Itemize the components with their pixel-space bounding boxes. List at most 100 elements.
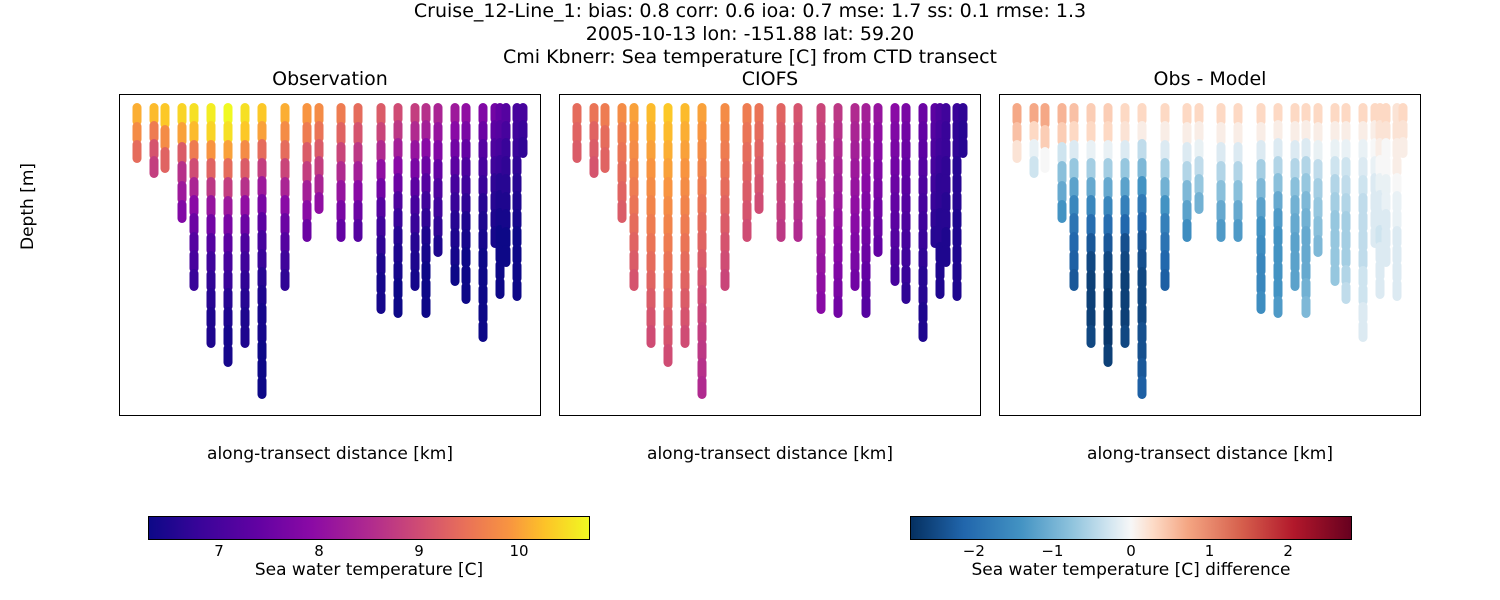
- profile-segment: [518, 137, 527, 158]
- profile-segment: [189, 269, 198, 291]
- profile-segment: [1120, 325, 1129, 348]
- profile-segment: [590, 156, 599, 178]
- panels-row: Observation 0−25−50−75−100−125−150 02040…: [0, 68, 1500, 464]
- profile-segment: [161, 147, 170, 173]
- profile-segment: [1342, 282, 1351, 304]
- profile-segment: [1103, 344, 1112, 367]
- profile-segment: [354, 219, 363, 242]
- title-line-3: Cmi Kbnerr: Sea temperature [C] from CTD…: [0, 46, 1500, 69]
- title-line-2: 2005-10-13 lon: -151.88 lat: 59.20: [0, 23, 1500, 46]
- colorbar-gradient: [910, 516, 1352, 540]
- profile-segment: [411, 269, 420, 291]
- colorbar-ticks: 78910: [149, 540, 589, 560]
- profile-segment: [720, 269, 729, 291]
- profile-segment: [862, 296, 871, 318]
- profile-segment: [501, 245, 510, 267]
- colorbar-tick: 2: [1283, 542, 1293, 560]
- profile-segment: [1330, 264, 1339, 286]
- y-axis-label: Depth [m]: [18, 163, 38, 250]
- profile-segment: [462, 282, 471, 304]
- profile-segment: [1137, 376, 1146, 398]
- profile-segment: [601, 147, 610, 173]
- figure-title-block: Cruise_12-Line_1: bias: 0.8 corr: 0.6 io…: [0, 0, 1500, 68]
- x-axis-label: along-transect distance [km]: [647, 444, 893, 464]
- colorbar-diff: −2 −1 0 1 2 Sea water temperature [C] differ…: [910, 516, 1352, 580]
- profile-segment: [1234, 219, 1243, 242]
- profile-segment: [1313, 235, 1322, 258]
- profile-segment: [573, 140, 582, 163]
- profile-segment: [834, 296, 843, 318]
- profile-segment: [680, 325, 689, 348]
- profile-segment: [280, 269, 289, 291]
- profile-segment: [303, 219, 312, 242]
- profile-segment: [851, 269, 860, 291]
- profile-segment: [450, 264, 459, 286]
- profile-segment: [890, 264, 899, 286]
- profile-segment: [422, 296, 431, 318]
- panel-title: Observation: [272, 68, 388, 90]
- profile-segment: [337, 219, 346, 242]
- profile-segment: [697, 376, 706, 398]
- panel-axes: 0−25−50−75−100−125−150 0204060: [119, 94, 541, 416]
- profile-segment: [646, 325, 655, 348]
- colorbar-tick: 7: [214, 542, 224, 560]
- profile-segment: [743, 219, 752, 242]
- colorbar-tick: −1: [1041, 542, 1063, 560]
- profile-segment: [618, 200, 627, 223]
- profile-segment: [496, 277, 505, 298]
- profile-segment: [1393, 279, 1402, 301]
- colorbar-ticks: −2 −1 0 1 2: [911, 540, 1351, 560]
- title-line-1: Cruise_12-Line_1: bias: 0.8 corr: 0.6 io…: [0, 0, 1500, 23]
- profile-segment: [1217, 219, 1226, 242]
- colorbars: 78910 Sea water temperature [C] −2−1012 …: [0, 516, 1500, 580]
- colorbar-tick: 0: [1126, 542, 1136, 560]
- profile-segment: [377, 291, 386, 314]
- profile-segment: [1274, 296, 1283, 318]
- profile-segment: [1359, 320, 1368, 342]
- colorbar-temp: 78910 Sea water temperature [C]: [148, 516, 590, 580]
- profile-segment: [1194, 192, 1203, 214]
- profile-segment: [936, 277, 945, 298]
- profile-segment: [777, 219, 786, 242]
- profile-segment: [178, 200, 187, 223]
- profile-segment: [1030, 156, 1039, 178]
- profile-segment: [794, 219, 803, 242]
- profile-segment: [817, 291, 826, 314]
- profile-segment: [1257, 291, 1266, 314]
- profile-segment: [206, 325, 215, 348]
- profile-segment: [958, 137, 967, 158]
- profile-segment: [433, 235, 442, 258]
- panel-observation: Observation 0−25−50−75−100−125−150 02040…: [119, 68, 541, 464]
- profile-segment: [513, 279, 522, 301]
- profile-segment: [754, 192, 763, 214]
- profile-segment: [919, 320, 928, 342]
- x-axis-label: along-transect distance [km]: [1087, 444, 1333, 464]
- profile-segment: [394, 296, 403, 318]
- x-axis-label: along-transect distance [km]: [207, 444, 453, 464]
- profile-segment: [479, 320, 488, 342]
- panel-title: CIOFS: [742, 68, 798, 90]
- profile-segment: [314, 192, 323, 214]
- profile-segment: [1086, 325, 1095, 348]
- profile-segment: [629, 269, 638, 291]
- profile-segment: [1160, 269, 1169, 291]
- profile-segment: [873, 235, 882, 258]
- colorbar-gradient: [148, 516, 590, 540]
- profile-segment: [663, 344, 672, 367]
- colorbar-tick: 1: [1205, 542, 1215, 560]
- profile-segment: [1058, 200, 1067, 223]
- profile-segment: [1041, 147, 1050, 173]
- colorbar-label: Sea water temperature [C] difference: [971, 560, 1290, 580]
- panel-axes: 0204060: [559, 94, 981, 416]
- colorbar-tick: 8: [314, 542, 324, 560]
- profile-segment: [1013, 140, 1022, 163]
- profile-segment: [1069, 269, 1078, 291]
- colorbar-tick: −2: [963, 542, 985, 560]
- profile-segment: [1398, 137, 1407, 158]
- panel-ciofs: CIOFS 0204060 along-transect distance [k…: [559, 68, 981, 464]
- profile-segment: [223, 344, 232, 367]
- profile-segment: [902, 282, 911, 304]
- profile-segment: [1291, 269, 1300, 291]
- profile-segment: [953, 279, 962, 301]
- panel-axes: 0204060: [999, 94, 1421, 416]
